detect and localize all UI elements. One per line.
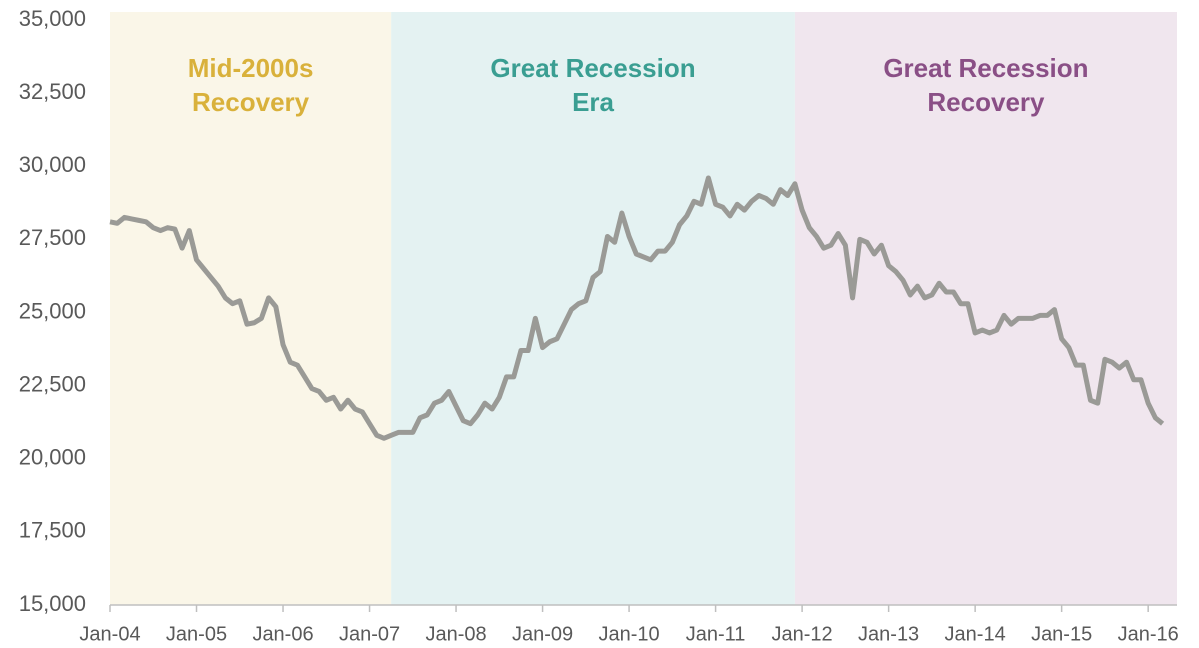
y-tick-label: 17,500	[19, 518, 86, 543]
y-tick-label: 27,500	[19, 225, 86, 250]
x-tick-label: Jan-13	[858, 623, 919, 645]
x-tick-label: Jan-08	[425, 623, 486, 645]
y-tick-label: 35,000	[19, 6, 86, 31]
y-tick-label: 30,000	[19, 152, 86, 177]
data-line	[109, 175, 1165, 441]
region-band	[110, 12, 392, 605]
x-tick-label: Jan-10	[599, 623, 660, 645]
x-tick-label: Jan-15	[1031, 623, 1092, 645]
x-tick-label: Jan-04	[79, 623, 140, 645]
y-tick-label: 22,500	[19, 371, 86, 396]
y-tick-label: 32,500	[19, 79, 86, 104]
region-label: Recovery	[192, 87, 310, 117]
region-band	[391, 12, 795, 605]
x-tick-label: Jan-07	[339, 623, 400, 645]
y-tick-label: 20,000	[19, 445, 86, 470]
x-tick-label: Jan-05	[166, 623, 227, 645]
x-tick-label: Jan-09	[512, 623, 573, 645]
y-tick-label: 15,000	[19, 591, 86, 616]
x-tick-label: Jan-14	[945, 623, 1006, 645]
x-tick-label: Jan-06	[252, 623, 313, 645]
region-label: Mid-2000s	[188, 53, 314, 83]
x-tick-label: Jan-11	[686, 623, 746, 645]
region-band	[794, 12, 1177, 605]
region-label: Great Recession	[883, 53, 1088, 83]
y-tick-label: 25,000	[19, 298, 86, 323]
region-label: Great Recession	[490, 53, 695, 83]
region-label: Recovery	[927, 87, 1045, 117]
region-label: Era	[572, 87, 614, 117]
x-tick-label: Jan-12	[772, 623, 833, 645]
x-tick-label: Jan-16	[1118, 623, 1179, 645]
